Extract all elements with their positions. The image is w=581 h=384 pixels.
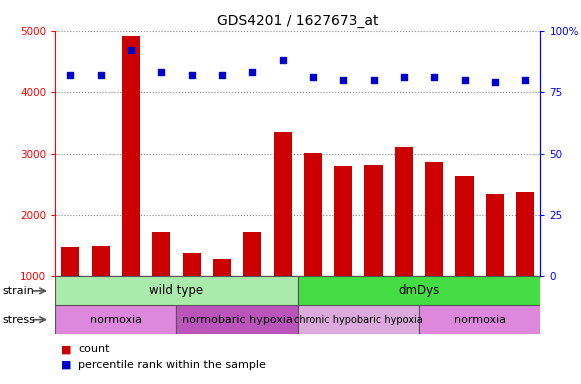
Point bbox=[339, 77, 348, 83]
Point bbox=[126, 47, 135, 53]
Point bbox=[369, 77, 378, 83]
Bar bbox=[177, 305, 298, 334]
Point bbox=[187, 72, 196, 78]
Point bbox=[399, 74, 408, 81]
Text: normoxia: normoxia bbox=[90, 314, 142, 325]
Bar bbox=[55, 276, 298, 305]
Text: count: count bbox=[78, 344, 110, 354]
Point bbox=[460, 77, 469, 83]
Bar bbox=[213, 259, 231, 338]
Bar bbox=[425, 162, 443, 338]
Text: dmDys: dmDys bbox=[399, 285, 440, 297]
Bar bbox=[486, 194, 504, 338]
Bar bbox=[243, 232, 261, 338]
Text: chronic hypobaric hypoxia: chronic hypobaric hypoxia bbox=[294, 314, 423, 325]
Bar bbox=[298, 305, 419, 334]
Text: strain: strain bbox=[3, 286, 35, 296]
Bar bbox=[334, 166, 352, 338]
Bar bbox=[92, 247, 110, 338]
Text: ■: ■ bbox=[61, 344, 71, 354]
Point bbox=[248, 70, 257, 76]
Bar bbox=[364, 165, 383, 338]
Bar bbox=[182, 253, 201, 338]
Bar bbox=[122, 36, 140, 338]
Point bbox=[309, 74, 318, 81]
Bar bbox=[516, 192, 535, 338]
Bar bbox=[152, 232, 170, 338]
Point bbox=[66, 72, 75, 78]
Bar bbox=[55, 305, 177, 334]
Point bbox=[490, 79, 500, 85]
Point bbox=[96, 72, 105, 78]
Bar bbox=[274, 132, 292, 338]
Bar bbox=[298, 276, 540, 305]
Bar bbox=[456, 176, 474, 338]
Point bbox=[429, 74, 439, 81]
Text: percentile rank within the sample: percentile rank within the sample bbox=[78, 360, 266, 370]
Text: wild type: wild type bbox=[149, 285, 203, 297]
Bar bbox=[304, 153, 322, 338]
Text: normobaric hypoxia: normobaric hypoxia bbox=[182, 314, 293, 325]
Title: GDS4201 / 1627673_at: GDS4201 / 1627673_at bbox=[217, 14, 378, 28]
Bar bbox=[419, 305, 540, 334]
Bar bbox=[61, 247, 80, 338]
Point bbox=[157, 70, 166, 76]
Text: normoxia: normoxia bbox=[454, 314, 505, 325]
Point bbox=[217, 72, 227, 78]
Text: ■: ■ bbox=[61, 360, 71, 370]
Bar bbox=[395, 147, 413, 338]
Point bbox=[521, 77, 530, 83]
Text: stress: stress bbox=[3, 314, 36, 325]
Point bbox=[278, 57, 287, 63]
